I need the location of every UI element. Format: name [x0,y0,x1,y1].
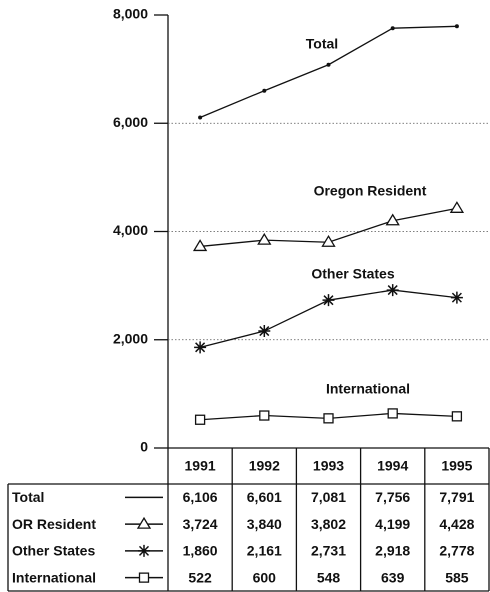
marker [138,572,150,583]
table-value: 4,199 [375,516,410,532]
x-tick-label: 1994 [377,458,408,474]
table-value: 548 [317,569,341,585]
marker [257,232,272,245]
legend-label: Other States [12,543,95,559]
marker [321,234,336,247]
table-value: 2,918 [375,543,410,559]
annotation: Other States [311,266,394,282]
marker [449,201,465,213]
annotation: International [326,381,410,397]
marker [138,544,150,557]
table-value: 2,731 [311,543,346,559]
marker [136,516,152,529]
table-value: 6,601 [247,489,282,505]
table-value: 7,791 [439,489,474,505]
x-tick-label: 1993 [313,458,344,474]
marker [451,411,463,422]
legend-label: Total [12,489,44,505]
table-value: 4,428 [439,516,474,532]
table-value: 7,756 [375,489,410,505]
marker [258,325,271,338]
table-value: 585 [445,569,469,585]
annotation: Oregon Resident [314,183,427,199]
annotation: Total [306,36,338,52]
y-tick-label: 4,000 [113,222,148,238]
marker [259,410,270,421]
table-value: 2,161 [247,543,282,559]
legend-label: OR Resident [12,516,96,532]
marker [386,284,399,297]
marker [194,414,206,425]
marker [390,26,395,31]
table-value: 3,724 [183,516,218,532]
x-tick-label: 1991 [185,458,216,474]
x-tick-label: 1995 [441,458,472,474]
legend-label: International [12,569,96,585]
marker [194,341,207,354]
y-tick-label: 6,000 [113,114,148,130]
marker [450,291,463,304]
y-tick-label: 0 [140,439,148,455]
marker [454,24,459,29]
table-value: 639 [381,569,405,585]
marker [387,408,398,419]
y-tick-label: 2,000 [113,330,148,346]
table-value: 522 [188,569,212,585]
marker [198,115,203,120]
y-tick-label: 8,000 [113,6,148,22]
table-value: 7,081 [311,489,346,505]
x-tick-label: 1992 [249,458,280,474]
table-value: 3,802 [311,516,346,532]
table-value: 3,840 [247,516,282,532]
table-value: 1,860 [183,543,218,559]
table-value: 2,778 [439,543,474,559]
marker [323,413,334,424]
marker [385,213,400,226]
marker [326,62,331,67]
marker [192,239,208,252]
marker [262,88,267,93]
marker [322,294,335,307]
table-value: 600 [253,569,277,585]
table-value: 6,106 [183,489,218,505]
